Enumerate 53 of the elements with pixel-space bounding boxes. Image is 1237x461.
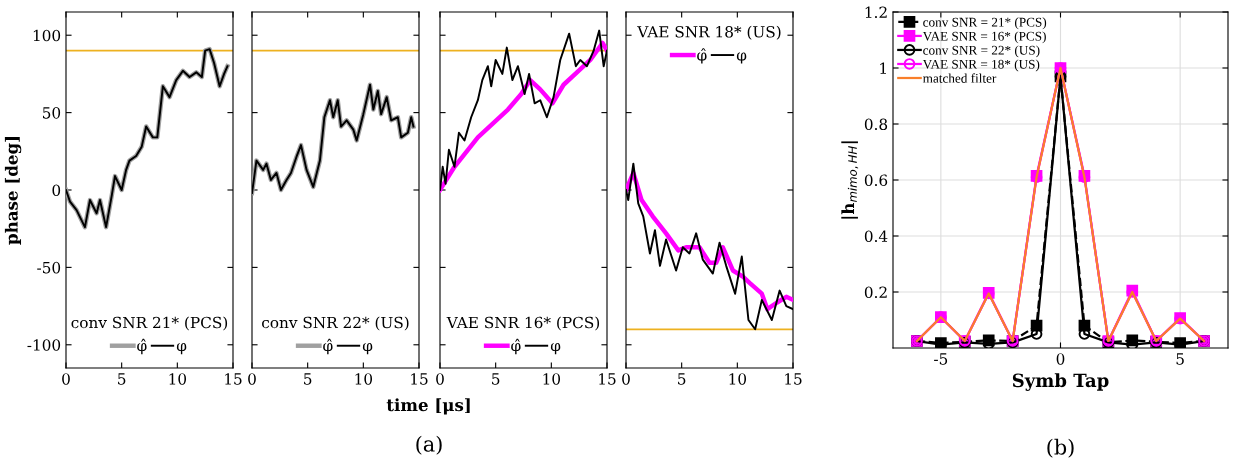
x-tick-label: -5 (934, 353, 948, 365)
y-tick-label: 1 (880, 62, 886, 74)
y-axis-title: |h$_{mimo,HH}$| (841, 141, 859, 219)
x-tick-label: 15 (411, 373, 428, 385)
y-tick-label: 0.6 (864, 174, 888, 187)
x-tick-label: 10 (169, 373, 187, 385)
x-tick-label: 10 (729, 373, 747, 385)
legend-title: VAE SNR 18* (US) (637, 25, 781, 40)
y-tick-label: 100 (33, 29, 61, 42)
x-tick-label: 15 (225, 373, 242, 385)
x-tick-label: 5 (678, 373, 686, 385)
x-tick-label: 0 (62, 373, 70, 385)
x-tick-label: 0 (1056, 353, 1065, 365)
legend-label: φ (176, 343, 187, 355)
legend-label: φ (736, 52, 747, 64)
legend-label: φ (362, 343, 373, 355)
x-tick-label: 5 (1176, 353, 1184, 365)
y-tick-label: -50 (37, 261, 61, 274)
x-tick-label: 5 (304, 373, 312, 385)
y-tick-label: 0 (52, 184, 61, 197)
x-tick-label: 0 (436, 373, 444, 385)
legend-label: φ (550, 343, 561, 355)
legend-label: φ̂ (323, 338, 333, 355)
x-tick-label: 10 (355, 373, 373, 385)
y-axis-title: phase [deg] (4, 137, 22, 245)
x-tick-label: 15 (599, 373, 616, 385)
y-tick-label: 0.4 (864, 230, 888, 243)
legend-label: φ̂ (697, 48, 707, 64)
legend-title: conv SNR 22* (US) (262, 316, 409, 331)
x-tick-label: 5 (492, 373, 500, 385)
x-axis-title: time [μs] (386, 398, 470, 415)
y-tick-label: -100 (27, 339, 61, 351)
legend-label: VAE SNR = 18* (US) (922, 59, 1040, 72)
legend-title: conv SNR 21* (PCS) (71, 316, 228, 331)
y-tick-label: 50 (43, 107, 61, 119)
legend-label: φ̂ (511, 338, 521, 355)
legend-label: φ̂ (137, 338, 147, 355)
x-tick-label: 10 (543, 373, 561, 385)
y-tick-label: 1.2 (865, 6, 887, 19)
text: (a) (416, 435, 442, 455)
y-tick-label: 0.2 (864, 286, 887, 299)
x-tick-label: 0 (248, 373, 256, 385)
legend-label: VAE SNR = 16* (PCS) (922, 31, 1046, 44)
legend-label: conv SNR = 21* (PCS) (923, 17, 1047, 30)
x-tick-label: 0 (622, 373, 630, 385)
legend-label: conv SNR = 22* (US) (923, 45, 1040, 58)
y-tick-label: 0.8 (864, 118, 888, 131)
x-tick-label: 15 (785, 373, 802, 385)
x-axis-title: Symb Tap (1012, 373, 1109, 391)
legend-title: VAE SNR 16* (PCS) (446, 316, 600, 331)
text: (b) (1047, 438, 1074, 458)
legend-label: matched filter (922, 73, 997, 83)
x-tick-label: 5 (118, 373, 126, 385)
